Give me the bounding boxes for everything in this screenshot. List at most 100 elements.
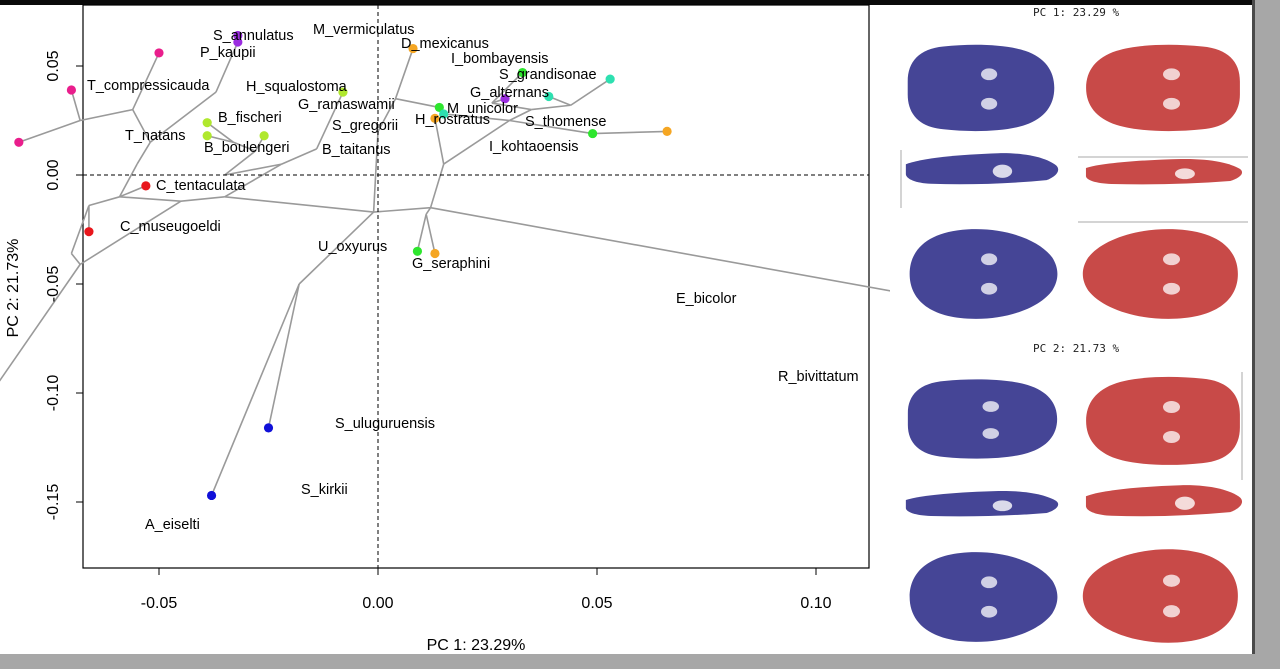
point-label: U_oxyurus [318, 239, 387, 255]
tree-edge [79, 108, 133, 122]
tree-edge [491, 71, 524, 104]
data-point [430, 113, 440, 123]
x-tick-label: 0.05 [581, 595, 612, 612]
tree-edge [531, 104, 571, 111]
y-tick-label: -0.10 [45, 375, 62, 412]
point-label: G_ramaswamii [298, 97, 395, 113]
pc1-positive-dorsal-skull [1086, 44, 1240, 132]
point-label: C_tentaculata [156, 178, 246, 194]
pc2-negative-ventral-skull [909, 552, 1058, 642]
point-label: G_seraphini [412, 256, 490, 272]
pc2-panel-title: PC 2: 21.73 % [1033, 342, 1120, 355]
data-point [141, 181, 151, 191]
data-point [233, 37, 243, 47]
skull-shape-panels [900, 44, 1248, 643]
tree-edge [118, 163, 138, 198]
skull-foramen [1174, 168, 1195, 180]
tree-edge [377, 98, 397, 132]
tree-edge [434, 118, 445, 165]
tree-edge [70, 252, 81, 265]
tree-edge [372, 131, 379, 213]
tree-edge [443, 113, 510, 122]
point-label: G_alternans [470, 85, 549, 101]
skull-foramen [992, 164, 1013, 178]
data-point [202, 131, 212, 141]
skull-shape [1082, 549, 1238, 643]
data-point [412, 246, 423, 256]
point-label: S_kirkii [301, 482, 348, 498]
skull-foramen [1163, 68, 1180, 81]
pc2-positive-ventral-skull [1082, 549, 1238, 643]
tree-edge [180, 196, 225, 202]
window-top-border [0, 0, 1280, 5]
window-bottom-border [0, 654, 1280, 669]
y-tick-label: -0.15 [45, 484, 62, 521]
tree-edge [70, 205, 90, 254]
tree-edge [88, 196, 120, 207]
tree-edge [0, 263, 81, 382]
point-label: S_gregorii [332, 118, 398, 134]
data-point [517, 67, 528, 78]
skull-shape [1082, 229, 1238, 319]
skull-foramen [1163, 282, 1180, 295]
point-label: B_fischeri [218, 110, 282, 126]
pc1-negative-dorsal-skull [907, 44, 1055, 132]
x-axis-title: PC 1: 23.29% [427, 637, 526, 654]
tree-edge [394, 48, 414, 99]
skull-shape [905, 153, 1059, 185]
tree-edge [18, 119, 81, 144]
tree-edge [315, 91, 344, 150]
tree-edge [395, 97, 440, 109]
pc2-negative-dorsal-skull [907, 379, 1058, 459]
skull-foramen [1163, 574, 1180, 587]
tree-edge [224, 163, 282, 176]
tree-edge [570, 78, 611, 106]
point-label: D_mexicanus [401, 36, 489, 52]
skull-foramen [1163, 401, 1180, 413]
skull-shape [907, 44, 1055, 132]
point-label: T_natans [125, 128, 185, 144]
skull-foramen [982, 428, 999, 439]
point-label: A_eiselti [145, 517, 200, 533]
tree-edge [509, 119, 593, 135]
reference-lines [83, 5, 869, 568]
pc1-panel-title: PC 1: 23.29 % [1033, 6, 1120, 19]
skull-foramen [981, 68, 998, 81]
data-point [202, 118, 212, 128]
skull-foramen [1163, 431, 1180, 443]
tree-edge [131, 52, 160, 110]
point-label: M_vermiculatus [313, 22, 415, 38]
data-point [434, 102, 444, 113]
data-point [544, 91, 554, 102]
y-tick-label: 0.05 [45, 50, 62, 81]
point-label: S_uluguruensis [335, 416, 435, 432]
tree-edge [430, 206, 890, 292]
data-point [500, 94, 510, 104]
pc1-positive-lateral-skull [1085, 158, 1243, 185]
data-point [84, 227, 94, 237]
point-label: B_taitanus [322, 142, 391, 158]
data-point [588, 128, 598, 139]
data-point [154, 48, 164, 58]
data-points [14, 30, 672, 501]
tree-edge [298, 211, 375, 285]
tree-edge [281, 148, 317, 165]
point-label: S_annulatus [213, 28, 294, 44]
skull-shape [909, 552, 1058, 642]
skull-foramen [1163, 605, 1180, 618]
tree-edge [233, 141, 256, 152]
skull-shape [909, 229, 1058, 319]
point-label: I_kohtaoensis [489, 139, 578, 155]
tree-edge [224, 150, 256, 176]
window-right-inner-border [1252, 0, 1255, 654]
pc2-negative-lateral-skull [905, 490, 1059, 517]
tree-edge [491, 102, 532, 111]
skull-foramen [981, 282, 998, 295]
point-label: H_squalostoma [246, 79, 348, 95]
tree-edge [136, 141, 151, 165]
point-labels: S_annulatus M_vermiculatus P_kaupii D_mexic… [87, 22, 859, 533]
data-point [233, 30, 243, 41]
skull-foramen [982, 401, 999, 412]
skull-shape [1086, 44, 1240, 132]
tree-edge [425, 207, 432, 215]
